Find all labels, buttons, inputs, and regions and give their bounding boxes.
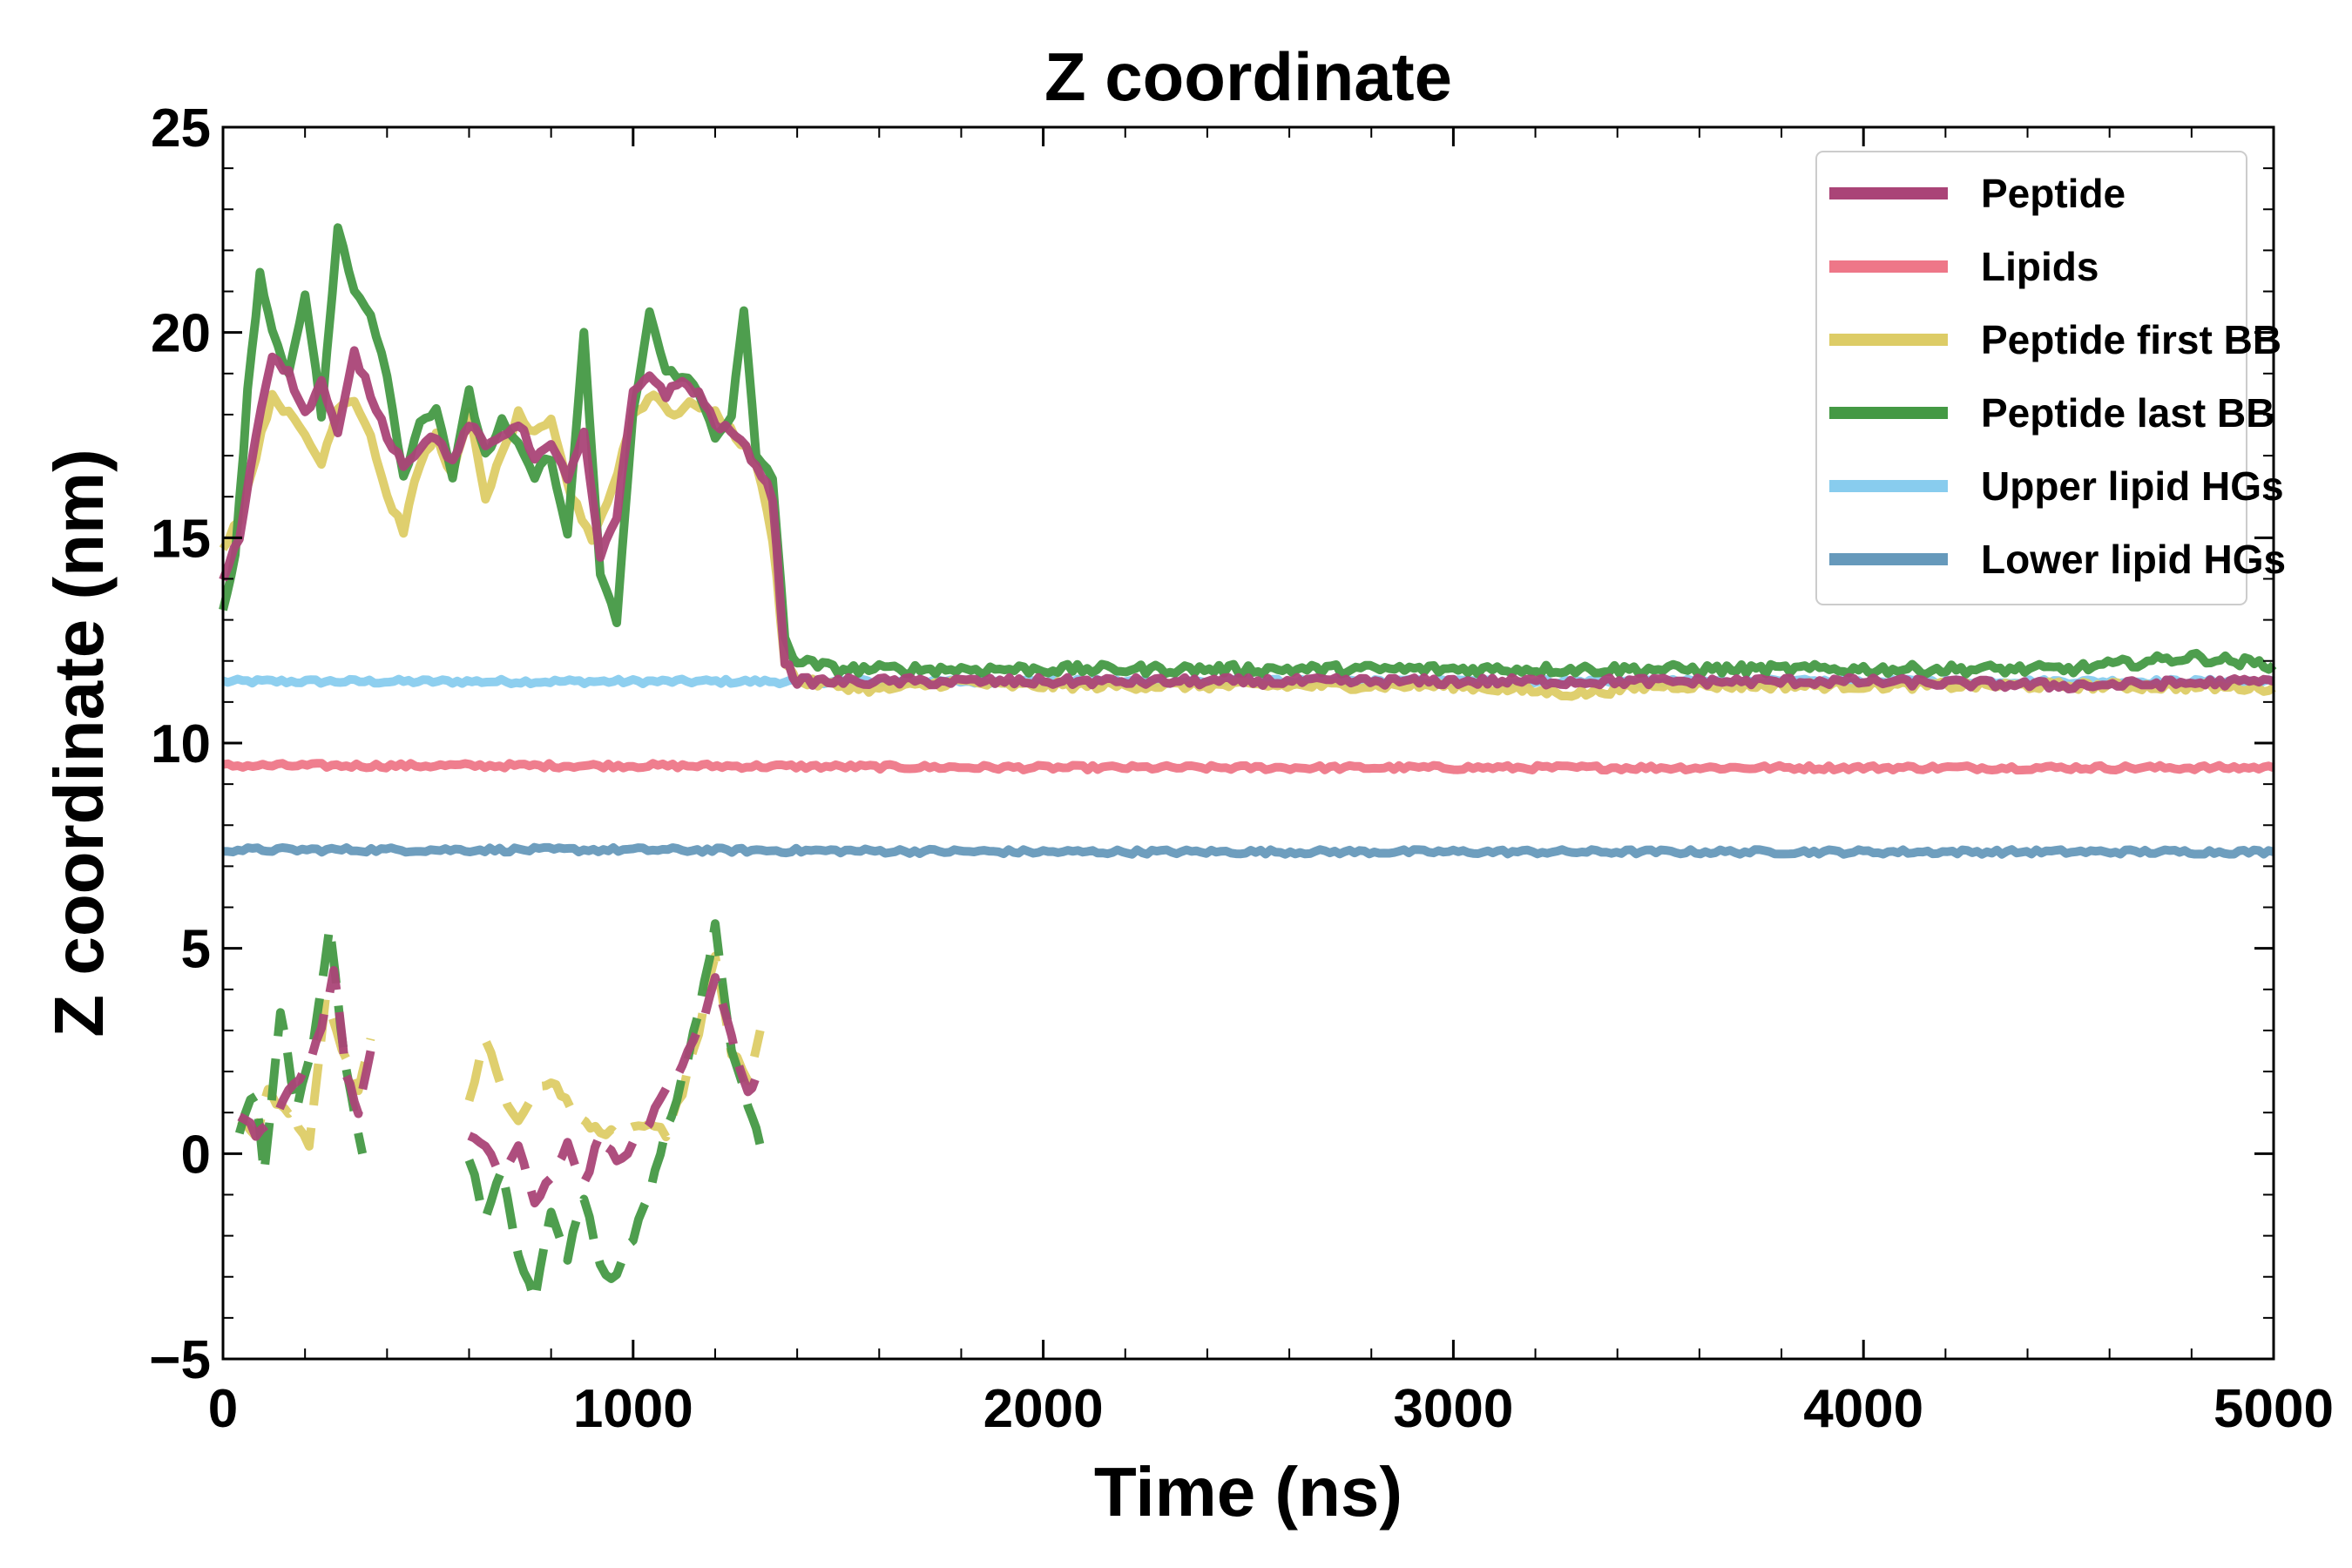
x-tick-label: 1000 [573,1379,693,1439]
y-tick-label: 0 [181,1125,211,1185]
y-tick-label: −5 [149,1330,211,1390]
legend-label-lipids: Lipids [1981,244,2099,289]
x-tick-label: 0 [208,1379,238,1439]
axis-ticks [221,125,2275,1361]
legend-label-peptide-first-bb: Peptide first BB [1981,317,2281,362]
y-tick-label: 15 [151,509,211,569]
series-line-peptide-first-bb [237,994,375,1151]
y-tick-label: 5 [181,920,211,980]
series-line-peptide-first-bb [464,951,765,1142]
legend: Peptide Lipids Peptide first BB Peptide las… [1815,151,2286,605]
y-axis-label: Z coordinate (nm) [40,449,118,1037]
legend-label-lower-lipid-hgs: Lower lipid HGs [1981,537,2286,582]
series-line-peptide [219,346,2275,693]
legend-label-peptide-last-bb: Peptide last BB [1981,390,2274,436]
y-tick-label: 25 [151,98,211,159]
y-tick-label: 20 [151,304,211,364]
x-tick-label: 3000 [1393,1379,1513,1439]
series-line-peptide-last-bb [219,223,2277,679]
series-line-peptide-last-bb [464,919,765,1306]
plot-lines [219,223,2277,1306]
legend-label-peptide: Peptide [1981,171,2126,216]
x-tick-label: 5000 [2213,1379,2334,1439]
series-line-lipids [222,759,2275,775]
series-line-lower-lipid-hgs [222,842,2275,859]
chart-title: Z coordinate [1044,38,1452,115]
y-tick-label: 10 [151,714,211,774]
legend-label-upper-lipid-hgs: Upper lipid HGs [1981,463,2284,509]
x-axis-label: Time (ns) [1094,1453,1402,1531]
series-line-peptide [237,966,375,1141]
x-tick-label: 4000 [1803,1379,1923,1439]
series-line-peptide [467,973,764,1208]
x-tick-label: 2000 [983,1379,1104,1439]
